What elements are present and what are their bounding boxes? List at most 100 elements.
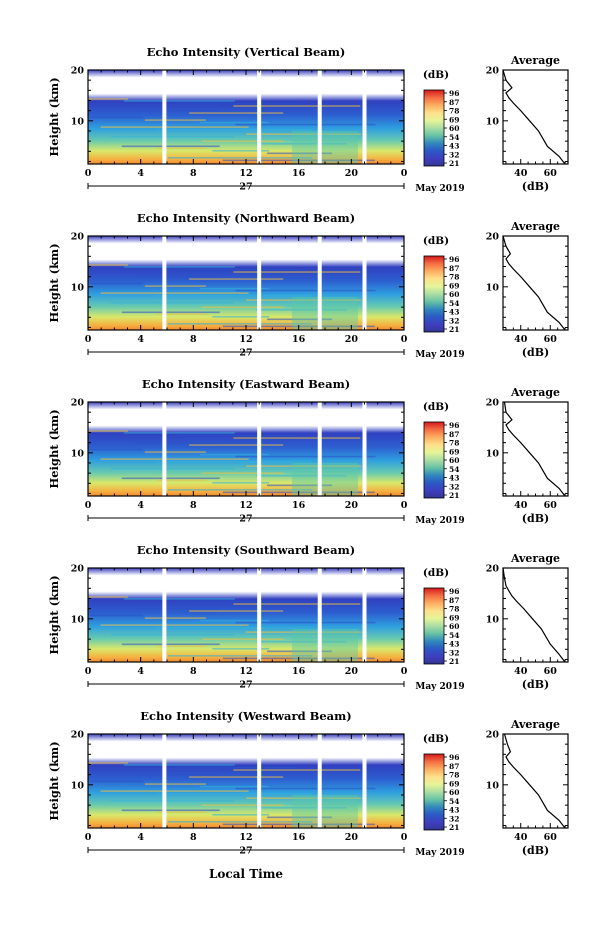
- x-tick-label: 20: [345, 500, 359, 511]
- heatmap-streak: [157, 313, 207, 316]
- colorbar-tick-label: 21: [449, 823, 459, 832]
- heatmap-streak: [235, 787, 376, 790]
- y-tick-label: 10: [71, 282, 85, 293]
- profile-x-tick-label: 60: [544, 832, 558, 843]
- data-gap: [362, 568, 367, 662]
- heatmap-streak: [201, 804, 284, 806]
- colorbar-unit: (dB): [423, 733, 449, 745]
- x-tick-label: 4: [137, 168, 144, 179]
- heatmap-streak: [256, 142, 347, 145]
- profile-x-tick-label: 40: [514, 832, 528, 843]
- profile-line: [503, 401, 566, 497]
- colorbar-tick-label: 87: [449, 596, 459, 605]
- heatmap-streak: [201, 306, 284, 308]
- colorbar-tick-label: 43: [449, 640, 459, 649]
- x-tick-label: 4: [137, 334, 144, 345]
- x-tick-label: 12: [239, 500, 252, 511]
- colorbar: [423, 89, 445, 167]
- heatmap-streak: [233, 769, 361, 771]
- heatmap-streak: [199, 785, 269, 788]
- profile-x-label: (dB): [522, 844, 549, 857]
- profile-y-tick-label: 10: [486, 614, 500, 625]
- echo-panel-4: Echo Intensity (Westward Beam) 10 20 Height…: [47, 709, 569, 858]
- data-gap: [362, 402, 367, 496]
- heatmap-streak: [155, 792, 312, 795]
- y-tick-label: 10: [71, 116, 85, 127]
- panel-title: Echo Intensity (Westward Beam): [140, 709, 351, 723]
- heatmap-streak: [178, 766, 298, 769]
- heatmap-streak: [100, 790, 249, 792]
- heatmap-streak: [233, 271, 361, 273]
- colorbar-tick-label: 54: [449, 299, 459, 308]
- heatmap-streak: [121, 477, 220, 480]
- heatmap-streak: [123, 598, 235, 600]
- heatmap-streak: [111, 799, 235, 802]
- heatmap-streak: [246, 133, 361, 135]
- x-tick-label: 0: [85, 666, 92, 677]
- heatmap-streak: [189, 610, 284, 612]
- profile-x-tick-label: 60: [544, 334, 558, 345]
- x-tick-label: 0: [85, 334, 92, 345]
- panel-title: Echo Intensity (Southward Beam): [137, 543, 355, 557]
- heatmap-streak: [212, 481, 270, 484]
- month-label: May 2019: [415, 516, 464, 526]
- colorbar-tick-label: 78: [449, 605, 459, 614]
- heatmap-streak: [157, 147, 207, 150]
- heatmap-streak: [201, 472, 284, 474]
- data-gap: [362, 236, 367, 330]
- x-tick-label: 20: [345, 334, 359, 345]
- profile-x-tick-label: 40: [514, 500, 528, 511]
- y-tick-label: 20: [71, 66, 85, 77]
- heatmap-streak: [111, 633, 235, 636]
- colorbar-tick-label: 54: [449, 133, 459, 142]
- data-gap: [257, 402, 262, 496]
- data-gap: [162, 734, 167, 828]
- profile-title: Average: [510, 718, 560, 731]
- day-label: 27: [239, 846, 252, 857]
- x-tick-label: 0: [401, 334, 408, 345]
- heatmap-streak: [155, 460, 312, 463]
- x-tick-label: 12: [239, 832, 252, 843]
- heatmap-streak: [168, 489, 313, 491]
- heatmap-streak: [267, 650, 333, 653]
- panel-title: Echo Intensity (Northward Beam): [137, 211, 355, 225]
- data-gap: [362, 70, 367, 164]
- profile-x-label: (dB): [522, 180, 549, 193]
- profile-frame: [502, 69, 569, 165]
- profile-y-tick-label: 20: [486, 232, 500, 243]
- x-tick-label: 16: [292, 832, 306, 843]
- heatmap-streak: [199, 287, 269, 290]
- heatmap-streak: [246, 631, 361, 633]
- month-label: May 2019: [415, 682, 464, 692]
- colorbar-tick-label: 96: [449, 255, 459, 264]
- profile-line: [503, 733, 566, 829]
- colorbar-tick-label: 87: [449, 430, 459, 439]
- profile-y-tick-label: 10: [486, 282, 500, 293]
- heatmap-streak: [100, 458, 249, 460]
- colorbar: [423, 421, 445, 499]
- y-tick-label: 10: [71, 614, 85, 625]
- profile-frame: [502, 567, 569, 663]
- heatmap-streak: [267, 484, 333, 487]
- heatmap-streak: [155, 128, 312, 131]
- colorbar-unit: (dB): [423, 235, 449, 247]
- x-tick-label: 4: [137, 832, 144, 843]
- profile-frame: [502, 733, 569, 829]
- profile-x-label: (dB): [522, 346, 549, 359]
- x-tick-label: 8: [190, 168, 197, 179]
- heatmap-streak: [90, 282, 144, 285]
- heatmap-streak: [235, 123, 376, 126]
- colorbar-tick-label: 60: [449, 290, 459, 299]
- data-gap: [317, 70, 322, 164]
- colorbar-tick-label: 54: [449, 797, 459, 806]
- profile-line: [502, 567, 566, 663]
- y-tick-label: 10: [71, 780, 85, 791]
- day-label: 27: [239, 348, 252, 359]
- colorbar-tick-label: 60: [449, 622, 459, 631]
- y-tick-label: 10: [71, 448, 85, 459]
- heatmap-streak: [235, 455, 376, 458]
- heatmap-streak: [233, 437, 361, 439]
- heatmap-streak: [246, 797, 361, 799]
- heatmap-streak: [121, 145, 220, 148]
